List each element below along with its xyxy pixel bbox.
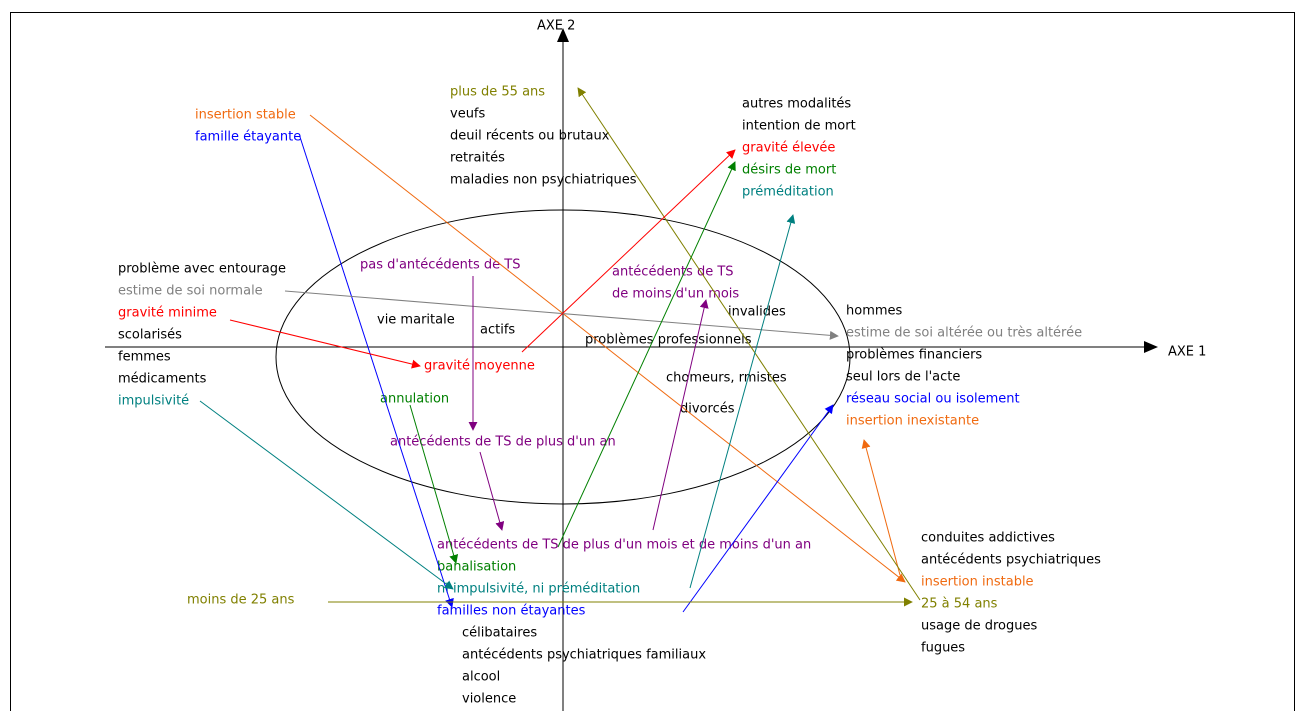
label: plus de 55 ans (450, 85, 545, 100)
arrow (557, 161, 736, 548)
arrow (284, 290, 839, 340)
arrow (861, 439, 901, 576)
label: médicaments (118, 372, 207, 387)
label: ni impulsivité, ni préméditation (437, 582, 640, 597)
label: insertion stable (195, 108, 296, 123)
arrow (409, 404, 459, 564)
label: intention de mort (742, 119, 856, 134)
label: gravité élevée (742, 141, 835, 156)
label: 25 à 54 ans (921, 597, 998, 612)
label: insertion inexistante (846, 414, 979, 429)
arrow (689, 214, 796, 589)
label: scolarisés (118, 328, 182, 343)
label: gravité moyenne (424, 359, 535, 374)
label: actifs (480, 323, 515, 338)
label: problème avec entourage (118, 262, 286, 277)
label: conduites addictives (921, 531, 1055, 546)
arrow (299, 136, 454, 608)
label: réseau social ou isolement (846, 392, 1020, 407)
label: violence (462, 692, 516, 707)
axis-1-label: AXE 1 (1168, 345, 1206, 360)
arrow (199, 400, 454, 590)
arrow (521, 149, 736, 353)
label: usage de drogues (921, 619, 1037, 634)
arrow (479, 451, 505, 531)
arrow (309, 114, 906, 583)
label: famille étayante (195, 130, 301, 145)
label: célibataires (462, 626, 537, 641)
axis-2-head (557, 28, 569, 42)
frame (10, 12, 1295, 715)
label: veufs (450, 107, 486, 122)
arrow (652, 299, 709, 531)
label: femmes (118, 350, 171, 365)
arrow (229, 319, 421, 369)
label: maladies non psychiatriques (450, 173, 637, 188)
label: moins de 25 ans (187, 593, 295, 608)
label: alcool (462, 670, 500, 685)
label: deuil récents ou brutaux (450, 129, 610, 144)
arrow (682, 404, 834, 613)
label: problèmes professionnels (585, 333, 752, 348)
label: retraités (450, 151, 505, 166)
label: désirs de mort (742, 163, 836, 178)
label: estime de soi normale (118, 284, 263, 299)
label: fugues (921, 641, 965, 656)
label: antécédents psychiatriques (921, 553, 1101, 568)
label: préméditation (742, 185, 834, 200)
label: impulsivité (118, 394, 189, 409)
label: seul lors de l'acte (846, 370, 960, 385)
label: chomeurs, rmistes (666, 371, 787, 386)
label: divorcés (680, 402, 735, 417)
label: insertion instable (921, 575, 1034, 590)
label: antécédents de TS de plus d'un mois et d… (437, 538, 811, 553)
label: banalisation (437, 560, 516, 575)
label: problèmes financiers (846, 348, 982, 363)
label: antécédents de TS (612, 265, 734, 280)
label: estime de soi altérée ou très altérée (846, 326, 1082, 341)
axis-1-head (1144, 341, 1158, 353)
label: gravité minime (118, 306, 217, 321)
label: antécédents de TS de plus d'un an (390, 435, 616, 450)
label: antécédents psychiatriques familiaux (462, 648, 706, 663)
arrow (577, 87, 921, 601)
label: de moins d'un mois (612, 287, 739, 302)
label: familles non étayantes (437, 604, 586, 619)
label: hommes (846, 304, 903, 319)
label: autres modalités (742, 97, 851, 112)
label: pas d'antécédents de TS (360, 258, 520, 273)
label: annulation (380, 392, 449, 407)
label: invalides (728, 305, 786, 320)
label: vie maritale (377, 313, 455, 328)
axis-2-label: AXE 2 (537, 19, 575, 34)
